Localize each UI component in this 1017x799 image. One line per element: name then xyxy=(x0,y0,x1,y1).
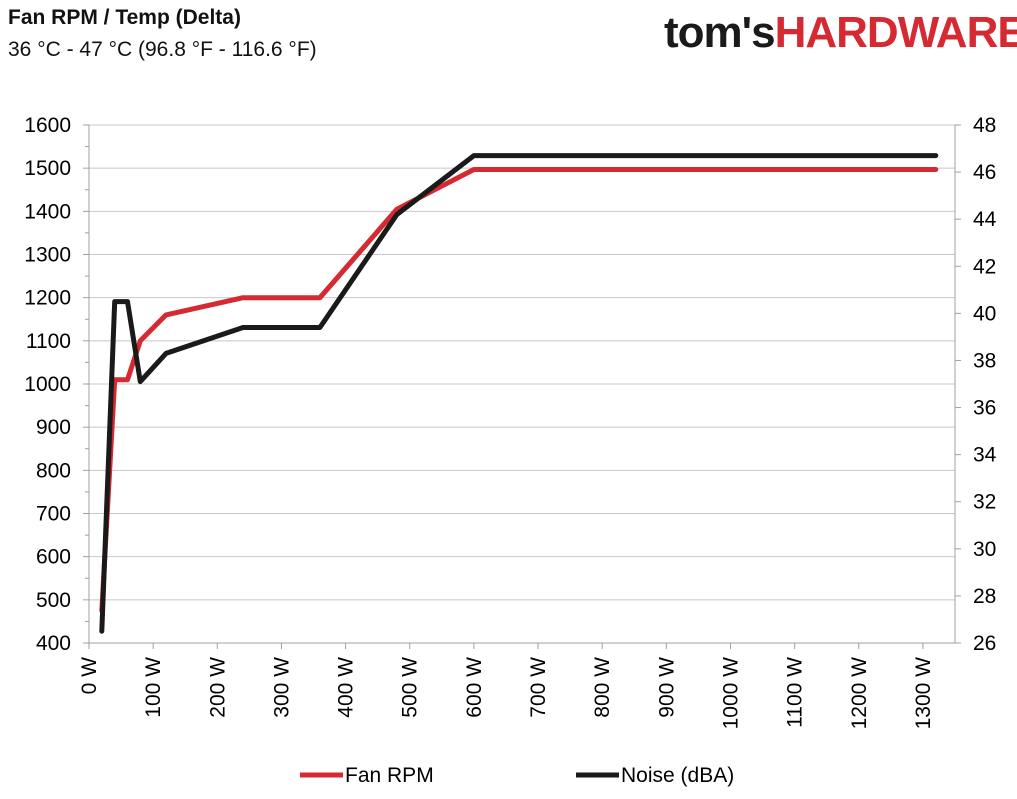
y-left-tick-label: 1300 xyxy=(24,244,71,267)
y-left-tick-label: 900 xyxy=(36,416,71,439)
y-left-tick-label: 1000 xyxy=(24,373,71,396)
y-right-tick-label: 38 xyxy=(973,349,996,372)
x-tick-label: 1200 W xyxy=(848,657,871,730)
x-tick-label: 900 W xyxy=(655,657,678,718)
x-tick-label: 400 W xyxy=(335,657,358,718)
y-right-tick-label: 34 xyxy=(973,444,997,467)
chart-title: Fan RPM / Temp (Delta) xyxy=(8,6,241,29)
y-right-tick-label: 26 xyxy=(973,632,996,655)
y-right-tick-label: 28 xyxy=(973,585,996,608)
x-tick-label: 1000 W xyxy=(719,657,742,730)
logo-part-toms: tom's xyxy=(664,8,776,57)
gridlines xyxy=(89,124,955,601)
x-tick-label: 300 W xyxy=(270,657,293,718)
x-tick-label: 1100 W xyxy=(784,657,807,728)
y-left-tick-label: 400 xyxy=(36,632,71,655)
y-right-tick-label: 44 xyxy=(973,208,997,231)
y-left-tick-label: 1400 xyxy=(24,200,71,223)
y-left-tick-label: 1600 xyxy=(24,114,71,137)
legend-label-fan-rpm: Fan RPM xyxy=(345,764,434,787)
x-tick-label: 600 W xyxy=(463,657,486,718)
legend: Fan RPM Noise (dBA) xyxy=(300,764,734,787)
y-right-tick-label: 32 xyxy=(973,491,996,514)
y-left-tick-label: 1100 xyxy=(26,330,71,353)
series-lines xyxy=(99,153,939,634)
y-left-tick-label: 1200 xyxy=(24,287,71,310)
y-left-tick-label: 800 xyxy=(36,459,71,482)
x-tick-label: 0 W xyxy=(78,657,101,695)
y-right-tick-label: 46 xyxy=(973,161,996,184)
x-tick-label: 200 W xyxy=(206,657,229,718)
y-left-tick-label: 700 xyxy=(36,503,71,526)
series-line-noise xyxy=(99,153,939,634)
y-right-tick-label: 48 xyxy=(973,114,996,137)
logo-part-hardware: HARDWARE xyxy=(774,8,1017,57)
series-line-fan-rpm xyxy=(99,167,939,614)
y-left-tick-label: 1500 xyxy=(24,157,71,180)
y-right-tick-label: 30 xyxy=(973,538,996,561)
x-tick-label: 1300 W xyxy=(912,657,935,730)
x-tick-label: 500 W xyxy=(399,657,422,718)
axes xyxy=(83,124,961,649)
chart-subtitle: 36 °C - 47 °C (96.8 °F - 116.6 °F) xyxy=(8,38,317,61)
legend-label-noise: Noise (dBA) xyxy=(621,764,734,787)
toms-hardware-logo: tom'sHARDWARE xyxy=(664,8,1017,58)
y-right-tick-label: 42 xyxy=(973,255,996,278)
x-tick-label: 700 W xyxy=(527,657,550,718)
x-tick-label: 100 W xyxy=(142,657,165,718)
y-right-tick-label: 40 xyxy=(973,302,996,325)
y-right-tick-label: 36 xyxy=(973,397,996,420)
tick-labels: 400 500 600 700 800 900 1000 1100 1200 1300 1400 15… xyxy=(24,114,996,729)
x-tick-label: 800 W xyxy=(591,657,614,718)
y-left-tick-label: 500 xyxy=(36,589,71,612)
y-left-tick-label: 600 xyxy=(36,546,71,569)
